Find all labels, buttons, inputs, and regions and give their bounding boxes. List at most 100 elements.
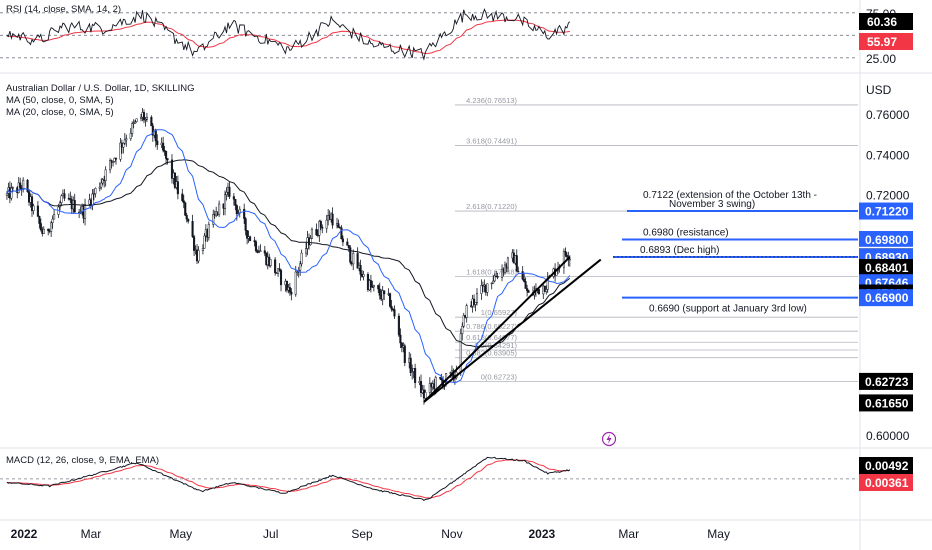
candle-body [51, 218, 54, 224]
candle-body [100, 182, 103, 188]
rsi-value-badge [859, 13, 913, 30]
fib-label: 0.5(0.64291) [474, 341, 517, 350]
candle-body [39, 223, 42, 230]
candle-body [173, 172, 176, 188]
candle-body [337, 223, 340, 228]
fib-label: 1.618(0.67948) [466, 268, 517, 277]
candle-body [201, 248, 204, 251]
candle-body [218, 203, 221, 216]
candle-body [349, 247, 352, 263]
price-badge-label: 0.69800 [865, 233, 909, 247]
candle-body [119, 142, 122, 160]
candle-body [564, 251, 567, 256]
candle-body [181, 193, 184, 201]
candle-body [30, 196, 34, 211]
candle-body [340, 227, 343, 240]
candle-body [249, 236, 252, 241]
candle-body [5, 192, 8, 196]
rsi-signal-badge [859, 33, 913, 50]
candle-body [98, 186, 101, 189]
candle-body [414, 368, 417, 383]
candle-body [162, 142, 165, 151]
time-tick-label: Mar [81, 527, 102, 541]
fib-label: 0.382(0.63905) [466, 349, 517, 358]
event-lightning-icon[interactable] [601, 431, 617, 447]
time-tick-label: Sep [351, 527, 373, 541]
candle-body [305, 248, 308, 254]
macd-signal-badge [859, 474, 913, 491]
candle-body [462, 315, 465, 327]
macd-pane[interactable] [0, 456, 858, 502]
time-tick-label: Jul [263, 527, 278, 541]
candle-body [537, 289, 540, 295]
candle-body [526, 288, 529, 291]
candle-body [10, 187, 13, 199]
main-chart-title: Australian Dollar / U.S. Dollar, 1D, SKI… [6, 83, 195, 94]
candle-body [424, 392, 427, 399]
candle-body [347, 245, 350, 248]
price-badge [859, 202, 913, 220]
candle-body [42, 229, 45, 234]
candle-body [294, 271, 297, 295]
candle-body [69, 198, 72, 200]
candle-body [399, 334, 402, 344]
candle-body [378, 288, 381, 296]
candle-body [92, 193, 95, 195]
price-badge-label: 0.62723 [865, 375, 909, 389]
trendline [423, 258, 602, 403]
ma20-legend: MA (20, close, 0, SMA, 5) [6, 107, 114, 118]
price-badge [859, 372, 913, 390]
candle-body [111, 161, 115, 163]
candle-body [135, 118, 138, 122]
candle-body [83, 204, 87, 219]
candle-body [246, 230, 249, 239]
candle-body [207, 224, 210, 238]
candle-body [187, 218, 190, 222]
fib-label: 0.618(0.64677) [466, 333, 517, 342]
annotation-text: 0.6690 (support at January 3rd low) [649, 304, 807, 315]
currency-label: USD [866, 83, 892, 97]
candle-body [114, 157, 118, 160]
candle-body [296, 271, 299, 273]
macd-signal-label: 0.00361 [865, 476, 909, 490]
candle-body [377, 285, 380, 290]
candle-body [185, 215, 188, 220]
candle-body [166, 158, 169, 161]
fib-label: 2.618(0.71220) [466, 202, 517, 211]
main-price-pane[interactable]: 4.236(0.76513) 3.618(0.74491) 2.618(0.7122… [5, 96, 858, 405]
price-tick-label: 0.72000 [866, 188, 910, 202]
candle-body [50, 222, 53, 232]
candle-body [197, 250, 200, 262]
candle-body [565, 255, 568, 257]
candle-body [144, 119, 147, 121]
price-badge [859, 289, 913, 307]
time-tick-label: 2023 [528, 527, 555, 541]
candle-body [321, 226, 324, 229]
price-tick-label: 0.74000 [866, 148, 910, 162]
time-axis[interactable]: 2022 Mar May Jul Sep Nov 2023 Mar May [11, 527, 730, 541]
candle-body [274, 259, 277, 273]
candle-body [474, 302, 477, 305]
candle-body [184, 202, 187, 216]
candle-body [288, 287, 291, 293]
candle-body [372, 285, 375, 288]
candle-body [235, 205, 238, 214]
candle-body [449, 372, 452, 374]
candle-body [53, 214, 56, 220]
candle-body [94, 188, 97, 194]
candle-body [383, 290, 386, 295]
candle-body [486, 283, 489, 293]
candle-body [400, 342, 403, 348]
candle-body [254, 241, 258, 252]
rsi-signal-label: 55.97 [867, 35, 897, 49]
candle-body [524, 281, 527, 289]
candle-body [165, 151, 168, 159]
price-axis[interactable]: 0.76000 0.74000 0.72000 0.60000 0.71220 0.698… [859, 13, 913, 491]
candle-body [244, 218, 247, 231]
candle-body [409, 357, 412, 373]
rsi-line [6, 8, 571, 61]
candle-body [278, 268, 281, 271]
candle-body [225, 192, 228, 195]
